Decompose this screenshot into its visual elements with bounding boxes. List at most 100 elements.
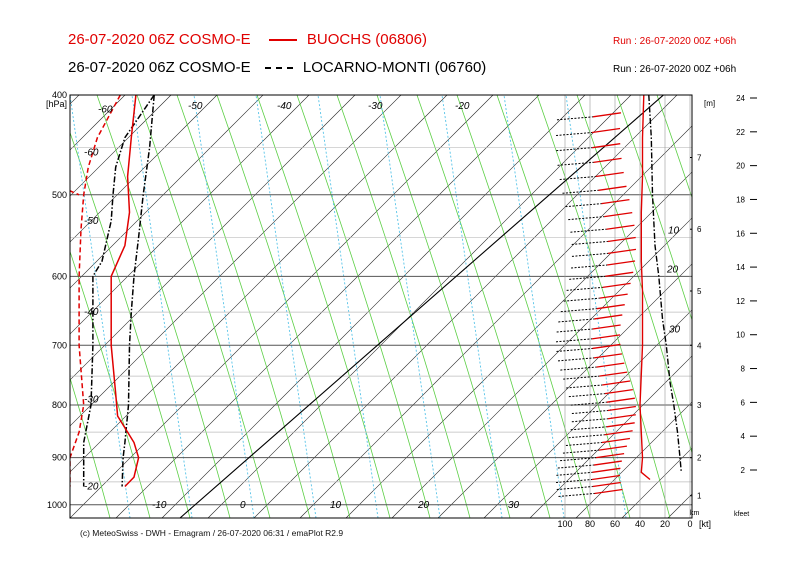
dry-adiabat-line: [376, 95, 511, 518]
kfeet-label: 2: [741, 466, 746, 475]
locarno-wind-arrow: [557, 161, 594, 166]
mixing-ratio-line: [503, 95, 565, 518]
locarno-wind-arrow: [565, 442, 602, 446]
locarno-wind-arrow: [556, 116, 594, 121]
buochs-wind-arrow: [605, 271, 634, 277]
buochs-station-label: BUOCHS (06806): [306, 31, 427, 48]
isotherm-line: [70, 95, 218, 243]
dry-adiabat-line: [256, 95, 391, 518]
isotherm-line: [714, 0, 800, 518]
isotherm-line: [299, 125, 692, 518]
mixing-ratio-line: [70, 95, 131, 518]
locarno-dewpoint-curve: [82, 95, 155, 487]
wind-speed-tick-label: 60: [610, 519, 620, 529]
buochs-wind-arrow: [593, 157, 622, 163]
pressure-tick-label: 600: [52, 271, 67, 281]
pressure-tick-label: 500: [52, 190, 67, 200]
isotherm-line: [70, 95, 356, 381]
locarno-wind-arrow: [562, 189, 599, 194]
pressure-unit-label: [hPa]: [46, 99, 67, 109]
buochs-wind-arrow: [599, 293, 628, 299]
height-m-label: 6: [697, 225, 702, 234]
locarno-title: 26-07-2020 06Z COSMO-E LOCARNO-MONTI (06…: [68, 59, 486, 76]
buochs-legend-line: [268, 39, 297, 42]
isotherm-line: [760, 0, 800, 518]
isotherm-line: [115, 95, 540, 518]
wind-speed-tick-label: 0: [687, 519, 692, 529]
locarno-wind-arrow: [566, 286, 603, 291]
kfeet-label: 8: [741, 365, 746, 374]
isotherm-line: [391, 217, 692, 518]
buochs-title: 26-07-2020 06Z COSMO-E BUOCHS (06806): [68, 31, 427, 48]
buochs-wind-arrow: [606, 422, 635, 428]
locarno-wind-arrow: [559, 176, 596, 181]
buochs-wind-arrow: [606, 224, 635, 230]
plot-area: [0, 0, 800, 518]
dry-adiabat-line: [536, 95, 671, 518]
wind-speed-tick-label: 100: [557, 519, 572, 529]
locarno-wind-arrow: [555, 478, 593, 483]
buochs-wind-arrow: [604, 389, 633, 395]
locarno-wind-speed-curve: [648, 95, 682, 473]
locarno-wind-arrow: [556, 471, 593, 476]
height-m-unit: [m]: [704, 99, 715, 108]
kfeet-unit-label: kfeet: [734, 511, 749, 518]
locarno-wind-arrow: [556, 486, 593, 491]
locarno-run-label: Run : 26-07-2020 00Z +06h: [613, 64, 737, 75]
locarno-wind-arrow: [565, 203, 602, 208]
buochs-wind-arrow: [592, 324, 621, 330]
kfeet-label: 16: [736, 229, 745, 238]
dry-adiabat-line: [70, 250, 151, 518]
buochs-wind-arrow: [592, 143, 621, 149]
mixing-ratio-label: 20: [666, 265, 679, 276]
dry-adiabat-line: [690, 75, 800, 518]
locarno-legend-line: [264, 67, 293, 70]
isotherm-line: [70, 95, 264, 289]
isotherm-label: 20: [417, 500, 430, 511]
isotherm-line: [70, 95, 126, 151]
kfeet-label: 22: [736, 128, 745, 137]
buochs-run-label: Run : 26-07-2020 00Z +06h: [613, 36, 737, 47]
pressure-tick-label: 1000: [47, 500, 67, 510]
buochs-wind-arrow: [596, 304, 625, 310]
locarno-wind-arrow: [569, 275, 606, 280]
pressure-tick-label: 900: [52, 453, 67, 463]
locarno-wind-arrow: [560, 308, 597, 313]
isotherm-line: [161, 95, 586, 518]
buochs-wind-arrow: [602, 282, 631, 289]
kfeet-label: 6: [741, 398, 746, 407]
isotherm-line: [207, 95, 632, 518]
pressure-tick-label: 400: [52, 90, 67, 100]
buochs-wind-arrow: [591, 334, 621, 340]
locarno-station-label: LOCARNO-MONTI (06760): [302, 59, 487, 76]
dry-adiabat-line: [616, 95, 692, 322]
dry-adiabat-line: [136, 95, 271, 518]
buochs-wind-arrow: [602, 380, 631, 386]
locarno-wind-arrow: [568, 216, 605, 221]
kfeet-label: 4: [741, 432, 746, 441]
locarno-temperature-curve: [121, 95, 155, 487]
isotherm-line: [70, 95, 172, 197]
buochs-wind-arrow: [599, 371, 628, 377]
buochs-wind-arrow: [598, 445, 628, 451]
kfeet-label: 18: [736, 195, 745, 204]
isotherm-label: -20: [84, 482, 99, 493]
isotherm-label: 0: [240, 500, 246, 511]
height-m-label: 1: [697, 492, 702, 501]
kfeet-label: 20: [736, 162, 745, 171]
isotherm-line: [70, 95, 310, 335]
locarno-wind-arrow: [560, 457, 597, 462]
buochs-wind-arrow: [596, 362, 625, 368]
buochs-wind-arrow: [591, 474, 621, 481]
locarno-wind-arrow: [566, 384, 603, 389]
buochs-wind-arrow: [593, 460, 622, 466]
isotherm-line: [70, 95, 448, 473]
locarno-wind-arrow: [562, 449, 599, 454]
buochs-wind-arrow: [607, 248, 637, 255]
dry-adiabat-line: [70, 516, 71, 518]
kfeet-label: 10: [736, 331, 745, 340]
buochs-dewpoint-upper-curve: [70, 190, 80, 196]
buochs-wind-arrow: [592, 112, 622, 118]
isotherm-line: [0, 0, 118, 518]
